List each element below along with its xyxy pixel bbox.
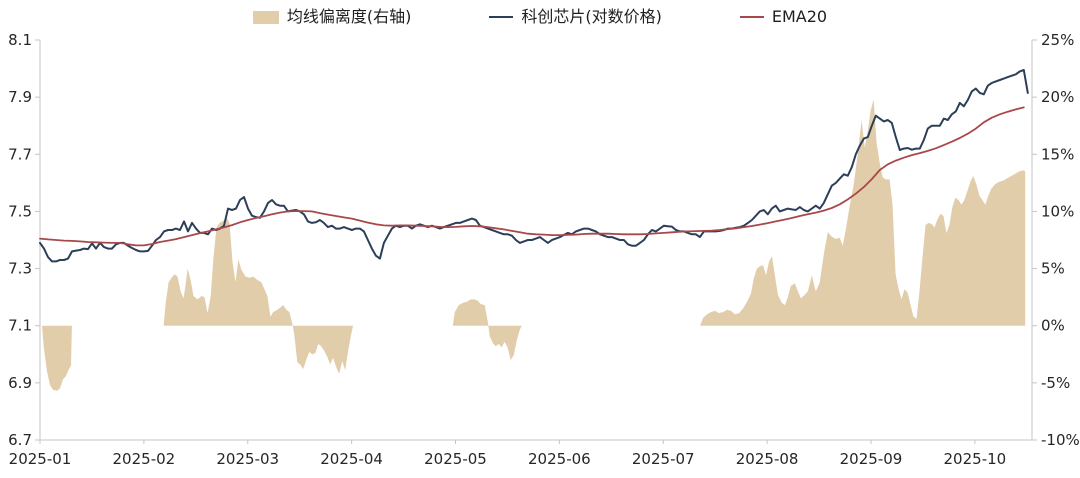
right-tick-label: 10% (1041, 202, 1074, 220)
left-tick-label: 7.7 (8, 145, 32, 163)
right-tick-label: 0% (1041, 317, 1065, 335)
right-tick-label: 15% (1041, 145, 1074, 163)
deviation-area (42, 99, 1026, 391)
legend-label-ema: EMA20 (771, 7, 828, 26)
price-line (39, 69, 1029, 263)
right-tick-label: 5% (1041, 260, 1065, 278)
left-tick-label: 7.5 (8, 202, 32, 220)
legend-label-deviation: 均线偏离度(右轴) (286, 7, 412, 26)
right-tick-label: 25% (1041, 31, 1074, 49)
legend-item-ema[interactable]: EMA20 (739, 6, 828, 28)
x-tick-label: 2025-07 (632, 450, 695, 468)
area-swatch-icon (252, 10, 279, 24)
right-tick-label: -5% (1041, 374, 1070, 392)
legend-label-price: 科创芯片(对数价格) (521, 7, 662, 26)
left-tick-label: 6.7 (8, 431, 32, 449)
x-tick-label: 2025-03 (216, 450, 279, 468)
left-tick-label: 6.9 (8, 374, 32, 392)
left-tick-label: 7.3 (8, 260, 32, 278)
x-tick-label: 2025-06 (528, 450, 591, 468)
right-tick-label: 20% (1041, 88, 1074, 106)
line-swatch-icon (489, 16, 514, 18)
ema-line-swatch-icon (739, 16, 764, 18)
x-tick-label: 2025-04 (320, 450, 383, 468)
x-tick-label: 2025-01 (9, 450, 72, 468)
legend-item-price[interactable]: 科创芯片(对数价格) (489, 6, 662, 28)
x-tick-label: 2025-02 (113, 450, 176, 468)
x-tick-label: 2025-05 (424, 450, 487, 468)
chart-legend: 均线偏离度(右轴) 科创芯片(对数价格) EMA20 (0, 6, 1080, 28)
left-tick-label: 7.9 (8, 88, 32, 106)
left-tick-label: 8.1 (8, 31, 32, 49)
right-tick-label: -10% (1041, 431, 1080, 449)
legend-item-deviation[interactable]: 均线偏离度(右轴) (252, 6, 412, 28)
x-tick-label: 2025-09 (840, 450, 903, 468)
x-tick-label: 2025-10 (944, 450, 1007, 468)
x-tick-label: 2025-08 (736, 450, 799, 468)
left-tick-label: 7.1 (8, 317, 32, 335)
ema-line (39, 106, 1025, 247)
